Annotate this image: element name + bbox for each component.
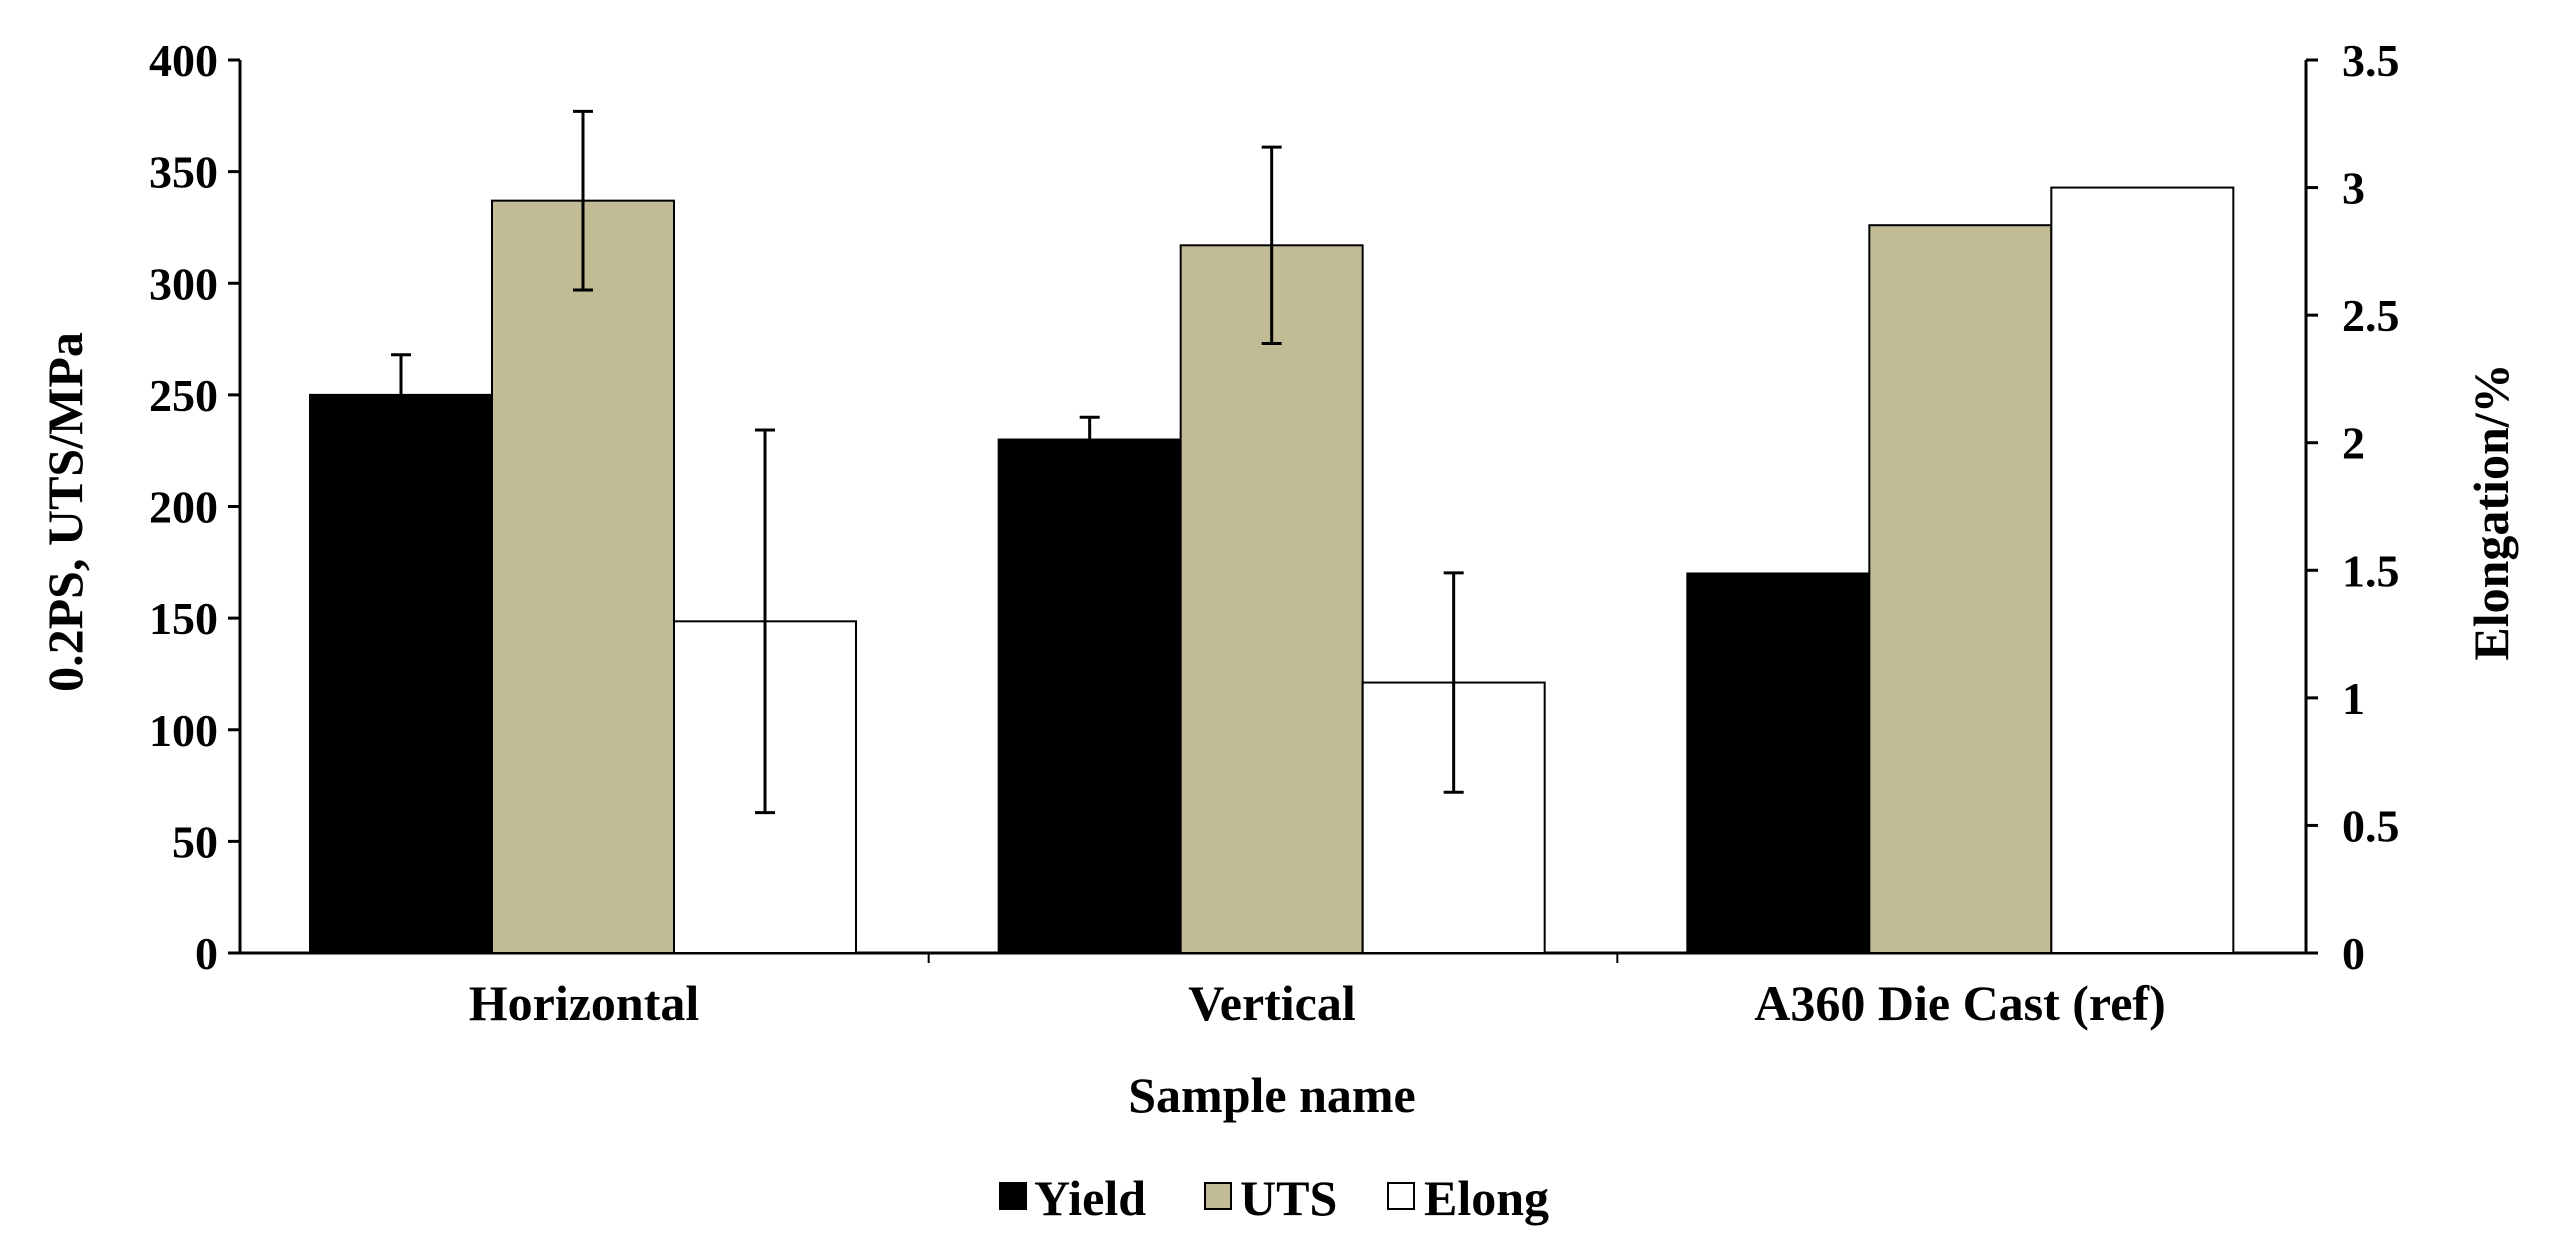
y-tick-label: 50 xyxy=(172,816,218,867)
y2-tick-label: 1.5 xyxy=(2342,545,2400,596)
y-tick-label: 250 xyxy=(149,370,218,421)
bar-elong-2 xyxy=(2050,186,2235,955)
y-tick-label: 400 xyxy=(149,35,218,86)
y2-tick-label: 1 xyxy=(2342,673,2365,724)
bar-uts-1 xyxy=(1179,244,1364,955)
y-tick-label: 200 xyxy=(149,482,218,533)
y2-tick-label: 0 xyxy=(2342,928,2365,979)
y2-tick-label: 2.5 xyxy=(2342,290,2400,341)
bar-yield-2 xyxy=(1686,572,1871,954)
y2-tick-label: 2 xyxy=(2342,418,2365,469)
bar-uts-2 xyxy=(1868,224,2053,954)
legend-label-uts: UTS xyxy=(1240,1170,1337,1226)
legend-swatch-uts xyxy=(1204,1182,1232,1210)
x-category-label: Vertical xyxy=(1188,975,1356,1031)
bar-yield-1 xyxy=(997,438,1182,954)
y-tick-label: 300 xyxy=(149,258,218,309)
legend: Yield UTS Elong xyxy=(999,1170,1549,1226)
legend-label-elong: Elong xyxy=(1424,1170,1549,1226)
y2-axis-title: Elongation/% xyxy=(2463,363,2519,660)
y2-tick-label: 3 xyxy=(2342,163,2365,214)
y2-tick-label: 3.5 xyxy=(2342,35,2400,86)
legend-swatch-elong xyxy=(1387,1182,1415,1210)
y2-tick-label: 0.5 xyxy=(2342,800,2400,851)
x-axis-title: Sample name xyxy=(1128,1067,1416,1123)
y-tick-label: 350 xyxy=(149,147,218,198)
x-category-label: A360 Die Cast (ref) xyxy=(1754,975,2165,1031)
bar-uts-0 xyxy=(491,199,675,954)
y-tick-label: 0 xyxy=(195,928,218,979)
legend-label-yield: Yield xyxy=(1034,1170,1146,1226)
bar-yield-0 xyxy=(309,393,493,954)
x-category-label: Horizontal xyxy=(469,975,700,1031)
y-tick-label: 100 xyxy=(149,705,218,756)
y-tick-label: 150 xyxy=(149,593,218,644)
legend-swatch-yield xyxy=(999,1182,1027,1210)
y-axis-title: 0.2PS, UTS/MPa xyxy=(37,332,93,692)
